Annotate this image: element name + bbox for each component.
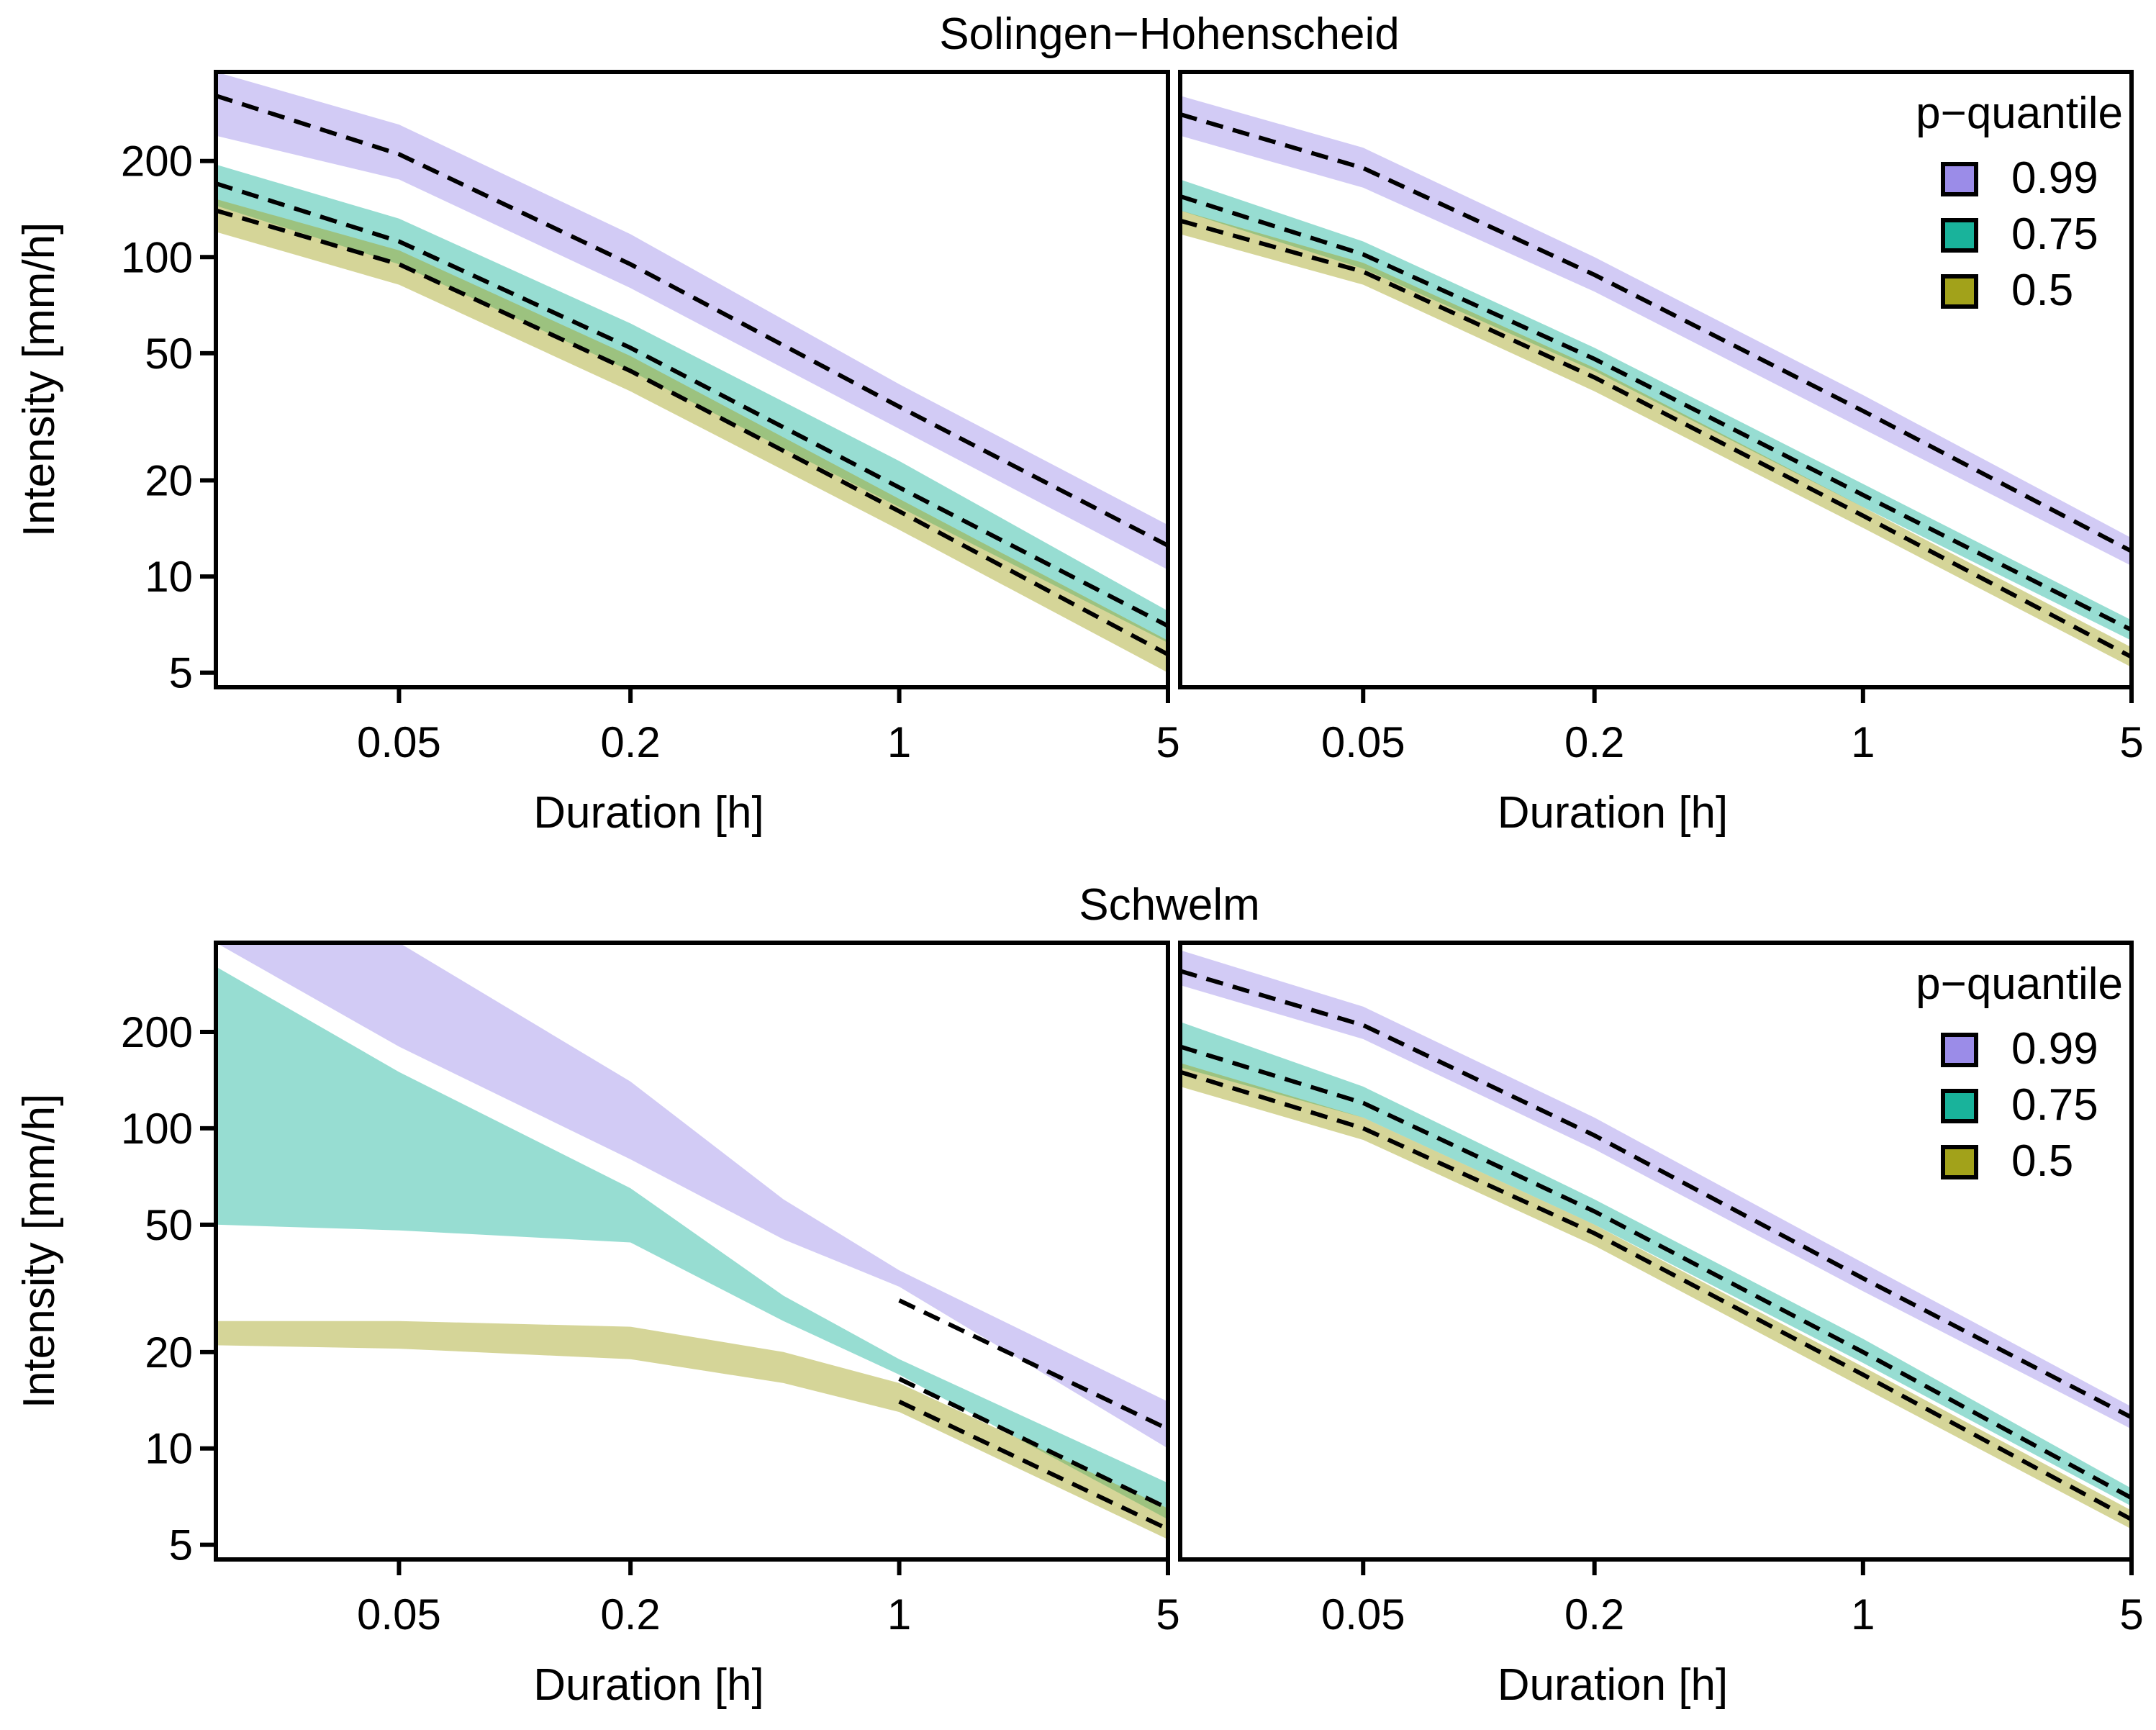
- median-line-q075: [898, 1377, 1168, 1511]
- band-q075: [1180, 179, 2132, 641]
- band-q05: [1180, 210, 2132, 668]
- legend-swatch-q05: [1941, 274, 1978, 309]
- y-tick-label: 200: [121, 1008, 193, 1056]
- panel-1: 0.05 0.2 1 5 Duration [h] 5 10 20 50 100 200 Intens…: [14, 70, 1180, 838]
- y-tick-label: 20: [145, 457, 193, 505]
- plot-area: [1180, 950, 2132, 1529]
- panel-frame: [214, 941, 1170, 1562]
- y-axis-title: Intensity [mm/h]: [14, 1094, 64, 1409]
- x-tick-label: 5: [1156, 1590, 1179, 1639]
- y-tick-label: 50: [145, 330, 193, 378]
- median-line-q05: [216, 208, 1168, 657]
- band-q075: [216, 164, 1168, 643]
- y-tick-label: 20: [145, 1328, 193, 1377]
- x-tick-label: 5: [2119, 718, 2143, 766]
- legend-swatch-q075: [1941, 218, 1978, 253]
- x-tick-label: 1: [1851, 1590, 1875, 1639]
- x-axis-title: Duration [h]: [533, 1660, 764, 1710]
- legend-swatch-q099: [1941, 162, 1978, 196]
- x-tick-label: 5: [2119, 1590, 2143, 1639]
- x-tick-label: 0.05: [357, 718, 441, 766]
- legend-label: 0.5: [2011, 1136, 2073, 1186]
- median-line-q099: [1180, 112, 2132, 553]
- median-line-q099: [216, 94, 1168, 548]
- median-line-q05: [1180, 218, 2132, 659]
- y-tick-label: 100: [121, 1105, 193, 1153]
- median-line-q075: [216, 181, 1168, 628]
- y-tick-label: 5: [169, 649, 193, 697]
- x-axis-title: Duration [h]: [1498, 1660, 1729, 1710]
- median-line-q075: [1180, 194, 2132, 633]
- legend-swatch-q05: [1941, 1145, 1978, 1179]
- x-tick-label: 1: [1851, 718, 1875, 766]
- median-line-q05: [1180, 1069, 2132, 1522]
- median-line-q05: [898, 1399, 1168, 1531]
- y-tick-label: 10: [145, 553, 193, 601]
- band-q099: [216, 72, 1168, 570]
- legend-label: 0.99: [2011, 153, 2098, 203]
- legend: p−quantile 0.99 0.75 0.5: [1916, 959, 2123, 1186]
- plot-area: [216, 943, 1168, 1540]
- panel-frame: [214, 70, 1170, 689]
- row-title-top: Solingen−Hohenscheid: [939, 9, 1399, 59]
- x-axis-title: Duration [h]: [533, 788, 764, 838]
- panel-2: 0.05 0.2 1 5 Duration [h] p−quantile 0.99 0.75 0…: [1178, 70, 2144, 838]
- y-tick-label: 10: [145, 1425, 193, 1473]
- x-axis-title: Duration [h]: [1498, 788, 1729, 838]
- x-tick-label: 1: [887, 718, 911, 766]
- x-tick-label: 5: [1156, 718, 1179, 766]
- plot-area: [1180, 96, 2132, 668]
- y-tick-label: 5: [169, 1521, 193, 1570]
- panel-frame: [1178, 70, 2134, 689]
- band-q05: [216, 199, 1168, 673]
- x-tick-label: 0.2: [600, 1590, 660, 1639]
- x-tick-label: 1: [887, 1590, 911, 1639]
- plot-area: [216, 72, 1168, 673]
- x-tick-label: 0.2: [1564, 718, 1624, 766]
- panel-3: 0.05 0.2 1 5 Duration [h] 5 10 20 50 100 200 Intens…: [14, 941, 1180, 1710]
- x-tick-label: 0.05: [357, 1590, 441, 1639]
- x-tick-label: 0.2: [600, 718, 660, 766]
- y-tick-label: 200: [121, 137, 193, 186]
- x-tick-label: 0.2: [1564, 1590, 1624, 1639]
- row-title-bottom: Schwelm: [1079, 880, 1260, 930]
- legend: p−quantile 0.99 0.75 0.5: [1916, 89, 2123, 315]
- band-q075: [216, 966, 1168, 1520]
- legend-title: p−quantile: [1916, 89, 2123, 138]
- band-q099: [1180, 950, 2132, 1429]
- y-tick-label: 50: [145, 1201, 193, 1249]
- legend-label: 0.5: [2011, 266, 2073, 315]
- band-q099: [216, 943, 1168, 1449]
- panel-frame: [1178, 941, 2134, 1562]
- legend-swatch-q099: [1941, 1033, 1978, 1067]
- legend-swatch-q075: [1941, 1089, 1978, 1123]
- legend-title: p−quantile: [1916, 959, 2123, 1009]
- y-axis-title: Intensity [mm/h]: [14, 222, 64, 538]
- legend-label: 0.75: [2011, 1080, 2098, 1130]
- y-tick-label: 100: [121, 233, 193, 281]
- legend-label: 0.99: [2011, 1024, 2098, 1074]
- band-q05: [1180, 1063, 2132, 1529]
- band-q099: [1180, 96, 2132, 566]
- median-line-q099: [898, 1298, 1168, 1431]
- x-tick-label: 0.05: [1321, 1590, 1405, 1639]
- band-q05: [216, 1321, 1168, 1540]
- band-q075: [1180, 1022, 2132, 1506]
- legend-label: 0.75: [2011, 209, 2098, 259]
- median-line-q099: [1180, 969, 2132, 1420]
- median-line-q075: [1180, 1044, 2132, 1500]
- x-tick-label: 0.05: [1321, 718, 1405, 766]
- panel-4: 0.05 0.2 1 5 Duration [h] p−quantile 0.99 0.75 0…: [1178, 941, 2144, 1710]
